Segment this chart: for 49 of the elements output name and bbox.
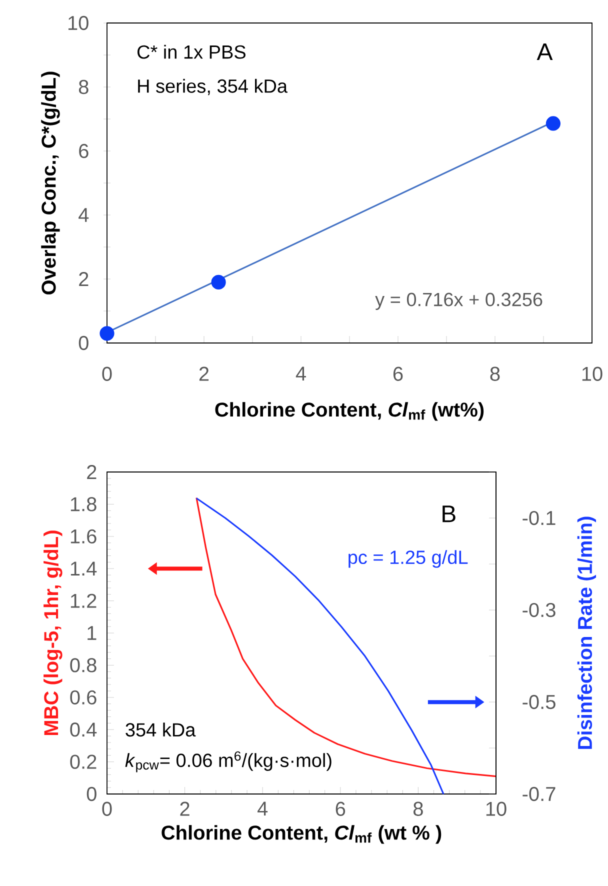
- annotation: C* in 1x PBS: [138, 44, 246, 59]
- x-axis-title: Chlorine Content, Cl$_{mf}$ (wt % ): [162, 825, 442, 844]
- y-tick-label: 10: [68, 16, 88, 30]
- y-axis-title: MBC (log-5, 1hr, g/dL): [44, 530, 62, 736]
- y-tick-label: 1.6: [70, 529, 96, 544]
- y2-tick-label: -0.1: [522, 510, 556, 526]
- x-axis-title: Chlorine Content, Cl$_{mf}$ (wt%): [215, 402, 484, 421]
- y-tick-label: 1: [88, 626, 96, 640]
- x-tick-label: 10: [582, 366, 602, 381]
- point: [100, 326, 114, 341]
- x-tick-label: 4: [257, 802, 268, 816]
- x-tick-label: 10: [486, 802, 506, 816]
- annotation: 354 kDa: [126, 722, 196, 737]
- x-tick-label: 6: [393, 366, 403, 381]
- y-axis-title: Overlap Conc., C*(g/dL): [41, 72, 60, 294]
- y2-tick-label: -0.3: [522, 602, 556, 618]
- point: [211, 274, 226, 290]
- x-tick-label: 2: [180, 802, 190, 816]
- annotation: H series, 354 kDa: [138, 78, 288, 96]
- y-tick-label: 1.8: [70, 497, 96, 512]
- y-tick-label: 0.4: [70, 722, 97, 737]
- x-tick-label: 6: [336, 802, 346, 816]
- y2-tick-label: -0.7: [522, 786, 556, 802]
- y-tick-label: 8: [78, 80, 88, 94]
- x-tick-label: 8: [414, 802, 423, 816]
- annotation: pc = 1.25 g/dL: [348, 550, 468, 568]
- x-tick-label: 2: [199, 366, 209, 381]
- y-tick-label: 0.6: [70, 690, 96, 704]
- annotation: y = 0.716x + 0.3256: [375, 292, 542, 310]
- y-tick-label: 2: [87, 465, 96, 479]
- x-tick-label: 8: [490, 366, 500, 381]
- annotation: B: [442, 506, 456, 522]
- x-tick-label: 4: [296, 366, 306, 381]
- y-tick-label: 0: [78, 336, 88, 350]
- point: [546, 116, 561, 131]
- y-tick-label: 4: [78, 208, 89, 222]
- y-tick-label: 0.8: [70, 658, 96, 672]
- annotation: A: [536, 44, 553, 60]
- y-tick-label: 0.2: [70, 754, 96, 769]
- y-tick-label: 1.2: [70, 594, 96, 608]
- y-tick-label: 1.4: [70, 562, 97, 576]
- x-tick-label: 0: [102, 802, 112, 816]
- annotation: k$_{pcw}$= 0.06 m$^{6}$/(kg·s·mol): [125, 751, 332, 772]
- x-tick-label: 0: [102, 366, 112, 381]
- y-tick-label: 6: [79, 144, 88, 158]
- y-tick-label: 2: [79, 272, 88, 286]
- y2-axis-title: Disinfection Rate (1/min): [577, 516, 596, 749]
- y2-tick-label: -0.5: [522, 694, 556, 710]
- y-tick-label: 0: [86, 786, 96, 802]
